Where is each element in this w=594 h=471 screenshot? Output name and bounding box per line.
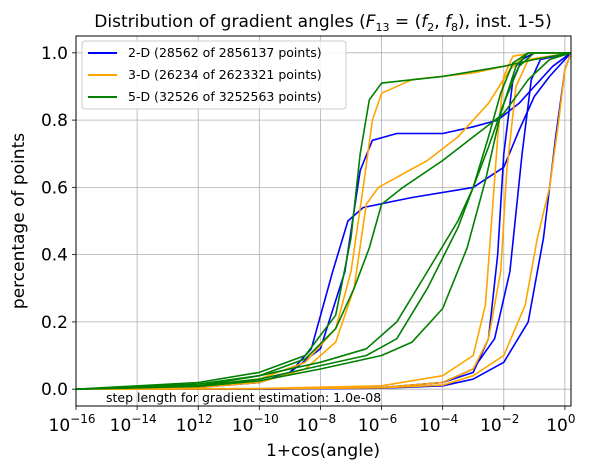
x-tick-label: 1012 — [176, 412, 213, 436]
series-line-5-d — [75, 52, 572, 390]
y-axis-ticks: 0.0 0.2 0.4 0.6 0.8 1.0 — [41, 44, 76, 400]
x-tick-label: 10−14 — [110, 412, 157, 436]
x-tick-label: 10−4 — [419, 412, 458, 436]
x-tick-label: 10−6 — [358, 412, 397, 436]
y-tick-label: 0.4 — [41, 246, 68, 266]
series-line-5-d — [75, 52, 572, 390]
x-tick-label: 10−10 — [232, 412, 279, 436]
x-tick-label: 10−8 — [297, 412, 336, 436]
series-line-5-d — [75, 51, 571, 390]
series-line-5-d — [75, 51, 571, 390]
y-tick-label: 0.2 — [41, 313, 68, 333]
chart-title: Distribution of gradient angles (F13 = (… — [94, 12, 551, 34]
grid-lines — [75, 36, 571, 406]
x-axis-label: 1+cos(angle) — [266, 441, 380, 461]
legend: 2-D (28562 of 2856137 points) 3-D (26234… — [81, 40, 347, 110]
series-line-3-d — [75, 51, 571, 391]
y-tick-label: 1.0 — [41, 44, 68, 64]
legend-label-3d: 3-D (26234 of 2623321 points) — [128, 67, 322, 82]
x-tick-label: 10−2 — [480, 412, 519, 436]
legend-label-2d: 2-D (28562 of 2856137 points) — [128, 45, 322, 60]
series-line-3-d — [75, 52, 572, 391]
series-line-5-d — [75, 51, 571, 390]
y-axis-label: percentage of points — [9, 133, 29, 309]
y-tick-label: 0.0 — [41, 380, 68, 400]
y-tick-label: 0.6 — [41, 178, 68, 198]
step-length-annotation: step length for gradient estimation: 1.0… — [106, 390, 381, 405]
data-curves — [75, 51, 572, 391]
x-tick-label: 100 — [546, 412, 575, 436]
y-tick-label: 0.8 — [41, 111, 68, 131]
plot-frame — [75, 35, 572, 407]
legend-box — [81, 40, 347, 110]
x-axis-ticks: 10−16 10−14 1012 10−10 10−8 10−6 10−4 10−2 100 — [49, 406, 576, 436]
legend-label-5d: 5-D (32526 of 3252563 points) — [128, 89, 322, 104]
x-tick-label: 10−16 — [49, 412, 96, 436]
